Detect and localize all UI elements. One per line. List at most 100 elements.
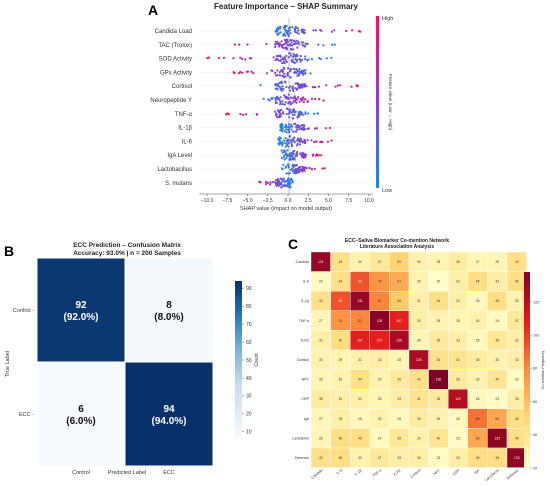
shap-point (326, 140, 329, 143)
shap-point (286, 74, 289, 77)
shap-point (293, 61, 296, 65)
shap-point (275, 74, 278, 77)
shap-point (266, 181, 269, 184)
shap-point (287, 112, 290, 115)
shap-x-tick-label: 0.0 (285, 198, 292, 204)
shap-point (298, 100, 301, 103)
shap-point (250, 70, 253, 73)
shap-point (287, 56, 290, 59)
shap-point (265, 183, 268, 186)
cm-colorbar-label: Count (254, 353, 260, 367)
shap-point (284, 95, 287, 98)
shap-point (279, 74, 282, 77)
hm-cell-value: 37 (515, 319, 519, 323)
hm-cell-value: 45 (476, 280, 480, 284)
shap-point (279, 126, 282, 129)
hm-cell-value: 69 (476, 436, 480, 440)
hm-colorbar-tick-label: 40 (533, 433, 537, 437)
shap-point (277, 54, 280, 58)
shap-point (303, 167, 306, 170)
shap-point (304, 141, 307, 144)
shap-point (270, 69, 273, 72)
shap-point (297, 113, 300, 116)
shap-point (322, 44, 325, 47)
hm-cell-value: 31 (358, 358, 362, 362)
cm-cell (124, 361, 214, 467)
shap-point (325, 84, 328, 87)
hm-cell-value: 28 (397, 358, 401, 362)
hm-cell-value: 45 (358, 436, 362, 440)
hm-cell-value: 76 (339, 319, 343, 323)
shap-point (289, 100, 292, 103)
shap-point (278, 71, 281, 74)
shap-point (313, 97, 317, 100)
shap-point (274, 98, 277, 101)
shap-point (356, 85, 359, 88)
shap-point (291, 167, 294, 170)
shap-point (319, 58, 322, 61)
shap-point (320, 140, 323, 143)
shap-colorbar (376, 16, 379, 188)
hm-cell-value: 46 (339, 338, 343, 342)
shap-point (306, 42, 309, 46)
shap-point (288, 116, 291, 119)
shap-point (301, 113, 305, 116)
shap-point (280, 58, 283, 61)
shap-point (289, 47, 293, 51)
hm-cell-value: 131 (357, 299, 363, 303)
cm-cell-percent: (6.0%) (66, 416, 95, 427)
shap-point (280, 80, 283, 83)
hm-cell-value: 26 (476, 299, 480, 303)
shap-feature-label: IL-1β (178, 126, 192, 132)
hm-y-tick-label: TNF-α (299, 319, 309, 323)
shap-point (317, 43, 320, 46)
shap-point (304, 98, 307, 101)
shap-point (276, 95, 279, 98)
hm-title-line1: ECC–Saliva Biomarker Co-mention Network (345, 238, 449, 244)
cm-colorbar-tick-label: 40 (246, 376, 252, 382)
hm-colorbar-tick-label: 80 (533, 367, 537, 371)
shap-point (285, 142, 288, 145)
shap-point (287, 44, 290, 47)
hm-cell-value: 23 (495, 397, 499, 401)
hm-cell-value: 29 (378, 378, 382, 382)
hm-cell-value: 138 (436, 378, 442, 382)
shap-point (294, 110, 297, 113)
shap-point (274, 71, 277, 74)
shap-point (276, 183, 279, 186)
shap-point (283, 60, 286, 63)
hm-cell-value: 33 (417, 319, 421, 323)
shap-point (278, 98, 281, 102)
shap-point (323, 167, 326, 170)
shap-point (252, 72, 255, 75)
shap-point (289, 185, 292, 188)
shap-point (314, 29, 317, 32)
shap-point (283, 126, 287, 129)
shap-point (311, 168, 314, 171)
shap-point (317, 154, 321, 157)
shap-point (313, 141, 316, 144)
shap-point (292, 150, 295, 153)
cm-colorbar-tick-label: 20 (246, 412, 252, 418)
shap-point (232, 57, 235, 60)
hm-cell-value: 27 (319, 417, 323, 421)
shap-point (321, 167, 324, 170)
hm-cell-value: 30 (417, 436, 421, 440)
hm-cell-value: 45 (339, 456, 343, 460)
shap-point (233, 43, 236, 46)
shap-point (291, 113, 294, 116)
shap-point (286, 40, 290, 43)
hm-cell-value: 35 (319, 397, 323, 401)
shap-point (300, 98, 303, 101)
shap-point (271, 180, 275, 184)
shap-point (297, 32, 300, 35)
shap-point (331, 43, 334, 46)
shap-point (288, 152, 292, 155)
shap-point (303, 45, 306, 48)
shap-point (302, 96, 305, 99)
hm-x-tick-label: Lactoferrin (484, 468, 500, 482)
shap-point (287, 125, 290, 128)
shap-point (284, 166, 287, 169)
shap-point (289, 76, 292, 79)
shap-feature-label: IgA Level (167, 153, 192, 159)
